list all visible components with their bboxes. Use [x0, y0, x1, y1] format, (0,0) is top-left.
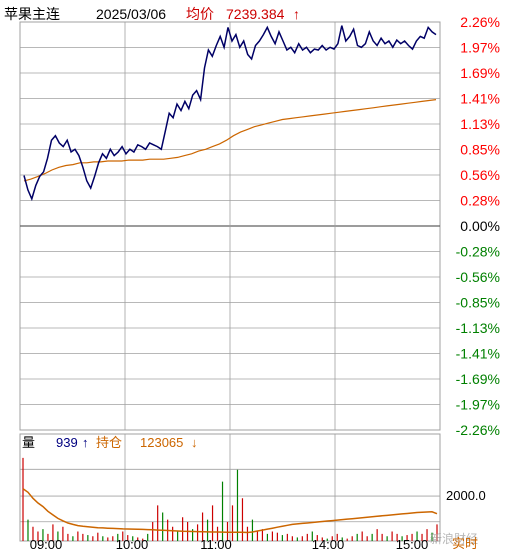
x-tick-label: 09:00: [30, 537, 63, 549]
y-tick-label: -1.41%: [456, 346, 500, 362]
average-price-line: [23, 99, 437, 182]
x-tick-label: 10:00: [116, 537, 149, 549]
open-interest-value: 123065: [140, 435, 183, 450]
y-tick-label: -0.28%: [456, 244, 500, 260]
grid-lines: [20, 21, 440, 541]
price-line: [23, 25, 437, 202]
watermark-text: 新浪财经: [430, 531, 478, 546]
header-avg-arrow: ↑: [293, 6, 300, 22]
tab-realtime[interactable]: 实时: [452, 536, 478, 551]
y-tick-label: -0.56%: [456, 269, 500, 285]
volume-arrow: ↑: [82, 435, 89, 450]
y-tick-label: 1.69%: [460, 65, 500, 81]
open-interest-line: [22, 488, 438, 534]
volume-value: 939: [56, 435, 78, 450]
price-series: [23, 25, 437, 202]
x-axis-labels: 09:00 10:00 11:00 14:00 15:00: [30, 537, 429, 552]
header-contract: 苹果主连: [4, 6, 60, 22]
y-tick-label: -1.13%: [456, 320, 500, 336]
y-tick-label: 0.56%: [460, 167, 500, 183]
average-price-series: [23, 99, 437, 182]
open-interest-series: [22, 488, 438, 534]
x-tick-label: 11:00: [200, 537, 232, 549]
y-tick-label: 0.00%: [460, 218, 500, 234]
volume-label: 量: [22, 435, 35, 450]
y-tick-label: 0.28%: [460, 193, 500, 209]
y-tick-label: -1.69%: [456, 371, 500, 387]
header-avg-value: 7239.384: [226, 6, 285, 22]
y-tick-label: 1.13%: [460, 116, 500, 132]
open-interest-arrow: ↓: [191, 435, 198, 450]
x-tick-label: 15:00: [396, 537, 429, 549]
header-avg-label: 均价: [186, 6, 214, 22]
y-tick-label: -2.26%: [456, 422, 500, 438]
y-axis-labels: 2.26% 1.97% 1.69% 1.41% 1.13% 0.85% 0.56% 0.28%…: [456, 14, 500, 438]
y-tick-label: 2.26%: [460, 14, 500, 30]
header-date: 2025/03/06: [96, 6, 166, 22]
open-interest-label: 持仓: [96, 435, 122, 450]
volume-axis-label: 2000.0: [446, 488, 486, 503]
y-tick-label: 1.41%: [460, 91, 500, 107]
y-tick-label: 0.85%: [460, 142, 500, 158]
x-tick-label: 14:00: [312, 537, 345, 549]
y-tick-label: 1.97%: [460, 40, 500, 56]
y-tick-label: -1.97%: [456, 397, 500, 413]
y-tick-label: -0.85%: [456, 295, 500, 311]
